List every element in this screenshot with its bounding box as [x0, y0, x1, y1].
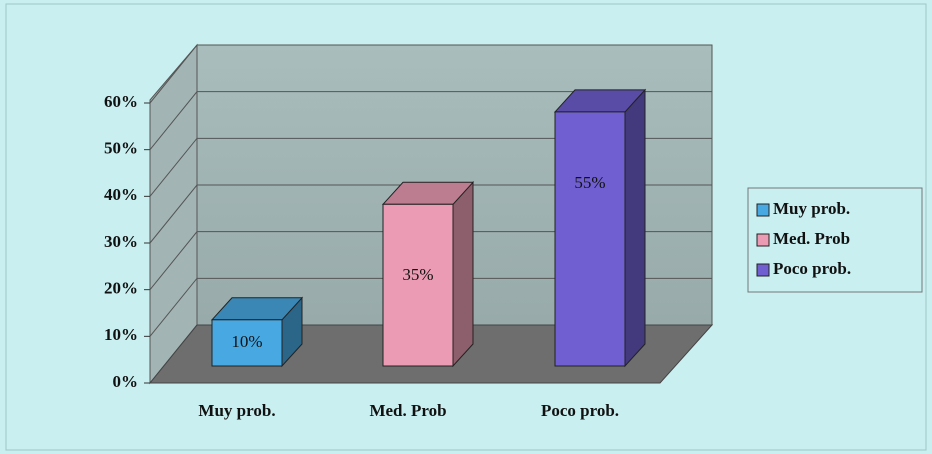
value-label: 55% — [574, 173, 605, 192]
bar-side — [452, 181, 474, 368]
value-label: 35% — [402, 265, 433, 284]
grid-line — [149, 91, 712, 150]
y-tick-label: 30% — [104, 232, 138, 251]
grid-line — [149, 137, 712, 197]
legend-label: Muy prob. — [773, 199, 850, 218]
legend-box — [747, 187, 923, 293]
y-tick-label: 20% — [104, 279, 138, 298]
value-label: 10% — [231, 332, 262, 351]
y-tick-label: 60% — [104, 92, 138, 111]
bar — [382, 203, 454, 367]
y-tick-label: 50% — [104, 139, 138, 158]
x-tick-label: Med. Prob — [369, 401, 446, 420]
grid-line — [149, 277, 712, 337]
y-tick-label: 0% — [113, 372, 139, 391]
legend-label: Poco prob. — [773, 259, 851, 278]
bar — [554, 111, 626, 367]
x-tick-label: Poco prob. — [541, 401, 619, 420]
bar-side — [624, 88, 646, 368]
y-tick-label: 40% — [104, 185, 138, 204]
legend-label: Med. Prob — [773, 229, 850, 248]
grid-line — [149, 231, 712, 290]
grid-line — [149, 44, 712, 104]
legend-swatch — [756, 203, 770, 217]
grid-line — [149, 184, 712, 244]
legend-swatch — [756, 263, 770, 277]
bar — [211, 319, 283, 367]
y-tick-label: 10% — [104, 325, 138, 344]
x-tick-label: Muy prob. — [198, 401, 275, 420]
legend-swatch — [756, 233, 770, 247]
